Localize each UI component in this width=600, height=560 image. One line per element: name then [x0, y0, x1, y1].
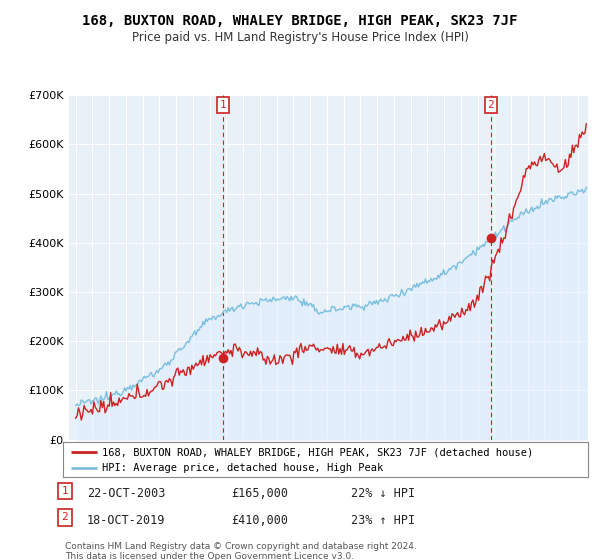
Text: This data is licensed under the Open Government Licence v3.0.: This data is licensed under the Open Gov…	[65, 552, 354, 560]
Text: £165,000: £165,000	[231, 487, 288, 500]
Text: 22% ↓ HPI: 22% ↓ HPI	[351, 487, 415, 500]
Text: Price paid vs. HM Land Registry's House Price Index (HPI): Price paid vs. HM Land Registry's House …	[131, 31, 469, 44]
Text: 23% ↑ HPI: 23% ↑ HPI	[351, 514, 415, 526]
Text: £410,000: £410,000	[231, 514, 288, 526]
Text: Contains HM Land Registry data © Crown copyright and database right 2024.: Contains HM Land Registry data © Crown c…	[65, 542, 416, 551]
Text: 1: 1	[61, 486, 68, 496]
Text: HPI: Average price, detached house, High Peak: HPI: Average price, detached house, High…	[103, 464, 383, 473]
Text: 168, BUXTON ROAD, WHALEY BRIDGE, HIGH PEAK, SK23 7JF (detached house): 168, BUXTON ROAD, WHALEY BRIDGE, HIGH PE…	[103, 447, 533, 457]
Text: 168, BUXTON ROAD, WHALEY BRIDGE, HIGH PEAK, SK23 7JF: 168, BUXTON ROAD, WHALEY BRIDGE, HIGH PE…	[82, 14, 518, 28]
Text: 1: 1	[220, 100, 226, 110]
Text: 2: 2	[61, 512, 68, 522]
Text: 22-OCT-2003: 22-OCT-2003	[87, 487, 166, 500]
Text: 2: 2	[487, 100, 494, 110]
Text: 18-OCT-2019: 18-OCT-2019	[87, 514, 166, 526]
